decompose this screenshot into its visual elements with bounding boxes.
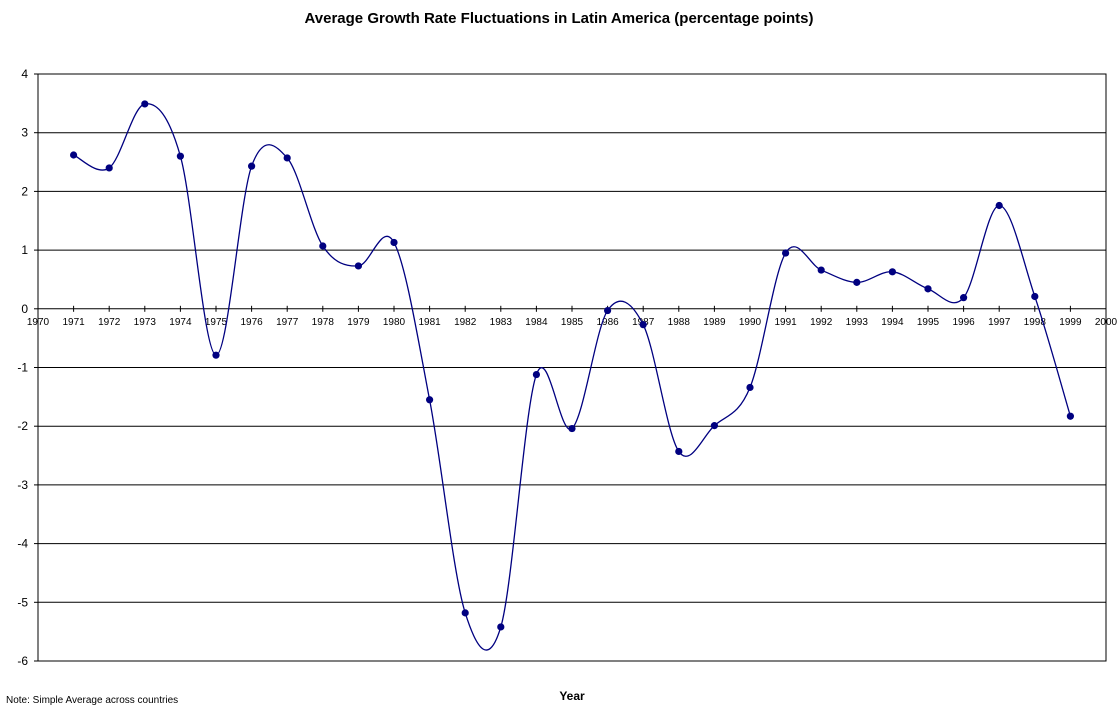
x-tick-label: 1990 xyxy=(739,317,762,328)
x-tick-label: 1993 xyxy=(846,317,869,328)
x-tick-label: 1995 xyxy=(917,317,940,328)
data-point-1982 xyxy=(461,609,469,617)
y-tick-label: 3 xyxy=(21,126,28,140)
y-tick-label: -3 xyxy=(17,478,28,492)
data-point-1987 xyxy=(639,321,647,329)
x-tick-label: 1974 xyxy=(169,317,192,328)
x-tick-label: 1999 xyxy=(1059,317,1082,328)
x-axis-ticks: 1970 1971 1972 1973 1974 1975 1976 1977 1978 1979… xyxy=(27,305,1118,328)
data-point-1971 xyxy=(70,151,78,159)
series-line xyxy=(73,103,1072,651)
data-point-1981 xyxy=(426,396,434,404)
x-tick-label: 1979 xyxy=(347,317,370,328)
y-tick-label: 4 xyxy=(21,67,28,81)
x-tick-label: 1992 xyxy=(810,317,833,328)
x-tick-label: 1977 xyxy=(276,317,299,328)
chart-title: Average Growth Rate Fluctuations in Lati… xyxy=(304,10,814,27)
data-point-1988 xyxy=(675,447,683,456)
data-point-1974 xyxy=(176,152,184,160)
x-tick-label: 1994 xyxy=(881,317,904,328)
x-tick-label: 1988 xyxy=(668,317,691,328)
data-point-1991 xyxy=(782,249,790,257)
x-tick-label: 1984 xyxy=(525,317,548,328)
data-points xyxy=(70,100,1074,631)
data-point-1995 xyxy=(924,285,932,293)
y-tick-label: -1 xyxy=(17,361,28,375)
y-tick-label: -6 xyxy=(17,654,28,668)
data-point-1985 xyxy=(568,424,576,433)
x-tick-label: 1971 xyxy=(62,317,85,328)
x-tick-label: 1978 xyxy=(312,317,335,328)
x-axis-label: Year xyxy=(559,689,585,703)
x-tick-label: 1986 xyxy=(596,317,619,328)
data-point-1993 xyxy=(853,278,861,286)
data-point-1978 xyxy=(319,242,327,250)
gridlines xyxy=(38,73,1106,662)
y-tick-label: 2 xyxy=(21,184,28,198)
y-tick-label: -2 xyxy=(17,419,28,433)
data-point-1979 xyxy=(354,262,362,270)
y-tick-label: -5 xyxy=(17,595,28,609)
footnote: Note: Simple Average across countries xyxy=(6,695,179,706)
x-tick-label: 1996 xyxy=(952,317,975,328)
x-tick-label: 1997 xyxy=(988,317,1011,328)
data-point-1972 xyxy=(105,164,113,172)
x-tick-label: 1991 xyxy=(774,317,797,328)
data-point-1983 xyxy=(497,623,505,631)
x-tick-label: 1989 xyxy=(703,317,726,328)
y-axis-ticks: 4 3 2 1 0 -1 -2 -3 -4 -5 -6 xyxy=(17,67,38,668)
data-point-1977 xyxy=(283,154,291,162)
data-point-1984 xyxy=(532,370,541,379)
x-tick-label: 1982 xyxy=(454,317,477,328)
data-point-1973 xyxy=(141,100,149,108)
x-tick-label: 2000 xyxy=(1095,317,1118,328)
data-point-1994 xyxy=(888,268,897,276)
x-tick-label: 1970 xyxy=(27,317,50,328)
data-point-1986 xyxy=(604,306,612,315)
data-point-1989 xyxy=(710,422,719,430)
x-tick-label: 1981 xyxy=(418,317,441,328)
x-tick-label: 1976 xyxy=(240,317,263,328)
x-tick-label: 1973 xyxy=(134,317,157,328)
data-point-1998 xyxy=(1031,292,1039,301)
data-point-1997 xyxy=(995,201,1003,210)
y-tick-label: 1 xyxy=(21,243,28,257)
x-tick-label: 1998 xyxy=(1024,317,1047,328)
x-tick-label: 1975 xyxy=(205,317,228,328)
data-point-1999 xyxy=(1066,412,1074,420)
x-tick-label: 1983 xyxy=(490,317,513,328)
x-tick-label: 1985 xyxy=(561,317,584,328)
y-tick-label: -4 xyxy=(17,537,28,551)
y-tick-label: 0 xyxy=(21,302,28,316)
data-point-1992 xyxy=(817,266,825,274)
data-point-1996 xyxy=(960,294,968,302)
data-point-1976 xyxy=(248,162,256,170)
x-tick-label: 1980 xyxy=(383,317,406,328)
data-point-1990 xyxy=(746,383,754,392)
data-point-1980 xyxy=(390,238,398,247)
x-tick-label: 1972 xyxy=(98,317,121,328)
data-point-1975 xyxy=(212,351,220,359)
